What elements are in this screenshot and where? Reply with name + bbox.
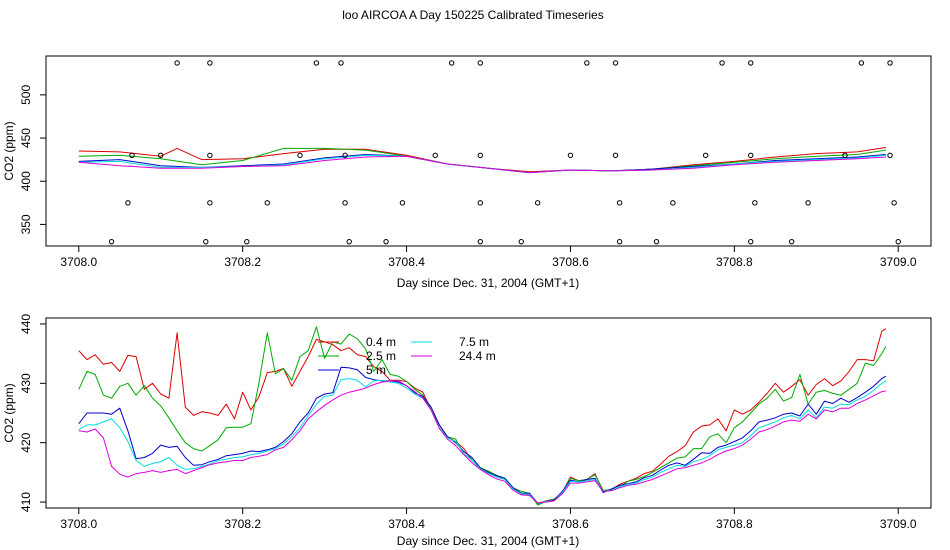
scatter-point bbox=[207, 60, 213, 66]
series-line bbox=[78, 326, 887, 506]
scatter-point bbox=[477, 200, 484, 206]
legend-label: 0.4 m bbox=[366, 335, 396, 349]
scatter-point bbox=[567, 152, 574, 159]
scatter-point bbox=[719, 60, 725, 66]
bottom-series-group bbox=[78, 326, 887, 506]
scatter-point bbox=[858, 60, 865, 66]
scatter-point bbox=[477, 238, 484, 245]
y-tick-label: 420 bbox=[19, 432, 33, 452]
scatter-point bbox=[612, 152, 619, 159]
x-tick-label: 3709.0 bbox=[880, 255, 917, 269]
scatter-point bbox=[752, 200, 758, 206]
scatter-point bbox=[584, 60, 590, 66]
scatter-point bbox=[108, 238, 115, 245]
scatter-point bbox=[842, 152, 848, 159]
legend-label: 2.5 m bbox=[366, 349, 396, 363]
x-tick-label: 3708.6 bbox=[552, 255, 589, 269]
bottom-x-axis-label: Day since Dec. 31, 2004 (GMT+1) bbox=[397, 534, 579, 548]
scatter-point bbox=[244, 238, 250, 245]
series-line bbox=[78, 378, 887, 504]
scatter-point bbox=[518, 238, 524, 245]
x-tick-label: 3708.6 bbox=[552, 517, 589, 531]
series-line bbox=[78, 147, 886, 174]
scatter-point bbox=[125, 200, 131, 206]
bottom-axis-ticks: 3708.0 3708.2 3708.4 3708.6 3708.8 3709.0 410 4… bbox=[19, 314, 917, 531]
scatter-point bbox=[653, 238, 660, 245]
x-tick-label: 3708.0 bbox=[60, 517, 97, 531]
scatter-point bbox=[748, 238, 754, 245]
scatter-point bbox=[895, 238, 901, 245]
x-tick-label: 3708.8 bbox=[716, 517, 753, 531]
scatter-point bbox=[477, 152, 484, 159]
scatter-point bbox=[342, 152, 348, 159]
scatter-point bbox=[616, 200, 623, 206]
top-plot-frame bbox=[45, 55, 932, 247]
scatter-point bbox=[788, 238, 795, 245]
top-y-axis-label: CO2 (ppm) bbox=[2, 121, 16, 180]
scatter-point bbox=[399, 200, 406, 206]
scatter-point bbox=[158, 152, 164, 159]
top-series-group bbox=[78, 60, 901, 245]
scatter-point bbox=[342, 200, 348, 206]
y-tick-label: 350 bbox=[19, 214, 33, 234]
series-line bbox=[78, 380, 886, 504]
scatter-point bbox=[887, 60, 893, 66]
scatter-point bbox=[670, 200, 676, 206]
series-line bbox=[78, 155, 886, 174]
scatter-point bbox=[748, 60, 754, 66]
scatter-point bbox=[534, 200, 541, 206]
legend-label: 7.5 m bbox=[459, 335, 489, 349]
scatter-point bbox=[264, 200, 270, 206]
x-tick-label: 3708.8 bbox=[716, 255, 753, 269]
scatter-point bbox=[297, 152, 303, 159]
y-tick-label: 430 bbox=[19, 373, 33, 393]
x-tick-label: 3708.2 bbox=[224, 517, 261, 531]
y-tick-label: 500 bbox=[19, 85, 33, 105]
top-panel: 3708.0 3708.2 3708.4 3708.6 3708.8 3709.0 350 4… bbox=[2, 55, 932, 290]
legend-label: 24.4 m bbox=[459, 349, 496, 363]
y-tick-label: 410 bbox=[19, 492, 33, 512]
scatter-point bbox=[174, 60, 180, 66]
scatter-point bbox=[805, 200, 811, 206]
scatter-point bbox=[207, 152, 213, 159]
x-tick-label: 3709.0 bbox=[880, 517, 917, 531]
scatter-point bbox=[612, 60, 619, 66]
top-x-axis-label: Day since Dec. 31, 2004 (GMT+1) bbox=[397, 276, 579, 290]
scatter-point bbox=[346, 238, 352, 245]
bottom-panel: 3708.0 3708.2 3708.4 3708.6 3708.8 3709.0 410 4… bbox=[2, 314, 932, 548]
scatter-point bbox=[207, 200, 213, 206]
scatter-point bbox=[383, 238, 389, 245]
y-tick-label: 400 bbox=[19, 171, 33, 191]
scatter-point bbox=[129, 152, 135, 159]
legend-label: 5 m bbox=[366, 363, 386, 377]
y-tick-label: 440 bbox=[19, 314, 33, 334]
scatter-point bbox=[338, 60, 344, 66]
x-tick-label: 3708.0 bbox=[60, 255, 97, 269]
scatter-series bbox=[108, 60, 901, 245]
bottom-plot-frame bbox=[45, 317, 932, 509]
scatter-point bbox=[477, 60, 484, 66]
scatter-point bbox=[748, 152, 754, 159]
series-line bbox=[78, 366, 887, 504]
series-line bbox=[78, 154, 886, 174]
scatter-point bbox=[887, 152, 893, 159]
x-tick-label: 3708.2 bbox=[224, 255, 261, 269]
bottom-y-axis-label: CO2 (ppm) bbox=[2, 383, 16, 442]
scatter-point bbox=[432, 152, 438, 159]
bottom-legend: 0.4 m2.5 m5 m 7.5 m24.4 m bbox=[318, 335, 496, 377]
scatter-point bbox=[448, 60, 455, 66]
y-tick-label: 450 bbox=[19, 128, 33, 148]
x-tick-label: 3708.4 bbox=[388, 517, 425, 531]
scatter-point bbox=[313, 60, 320, 66]
x-tick-label: 3708.4 bbox=[388, 255, 425, 269]
scatter-point bbox=[702, 152, 709, 159]
main-title: loo AIRCOA A Day 150225 Calibrated Times… bbox=[342, 8, 603, 22]
scatter-point bbox=[616, 238, 623, 245]
scatter-point bbox=[203, 238, 209, 245]
scatter-point bbox=[891, 200, 897, 206]
top-axis-ticks: 3708.0 3708.2 3708.4 3708.6 3708.8 3709.0 350 4… bbox=[19, 85, 917, 269]
